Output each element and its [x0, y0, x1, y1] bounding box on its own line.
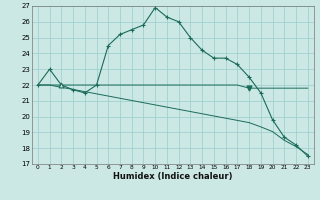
X-axis label: Humidex (Indice chaleur): Humidex (Indice chaleur)	[113, 172, 233, 181]
